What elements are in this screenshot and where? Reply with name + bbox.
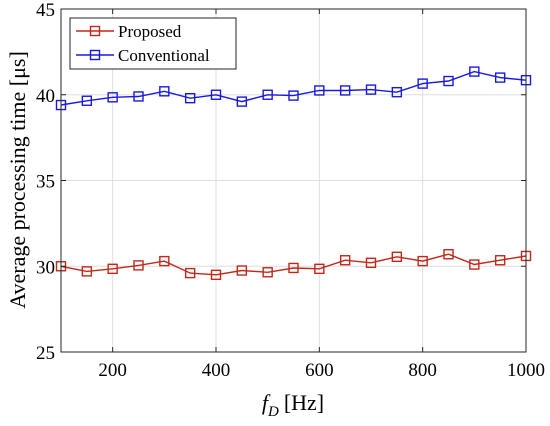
series-line-conventional — [60, 70, 527, 106]
data-point-proposed — [469, 259, 480, 270]
data-point-proposed — [365, 257, 377, 269]
data-point-conventional — [443, 75, 454, 87]
axis-ticks: 200 400 600 800 1000 25 30 35 40 45 — [36, 0, 545, 381]
data-point-proposed — [184, 267, 196, 279]
data-point-proposed — [314, 263, 325, 275]
legend-label-proposed: Proposed — [118, 22, 182, 41]
data-point-proposed — [236, 265, 248, 276]
data-point-proposed — [494, 255, 506, 266]
data-point-conventional — [469, 66, 480, 77]
data-point-proposed — [443, 249, 454, 260]
data-point-proposed — [159, 255, 170, 267]
data-point-conventional — [314, 85, 325, 96]
data-point-conventional — [210, 89, 222, 100]
x-tick-label: 400 — [202, 360, 231, 381]
y-tick-label: 45 — [36, 0, 55, 21]
legend-label-conventional: Conventional — [118, 46, 210, 65]
data-point-proposed — [288, 262, 299, 274]
data-point-conventional — [339, 85, 351, 96]
x-tick-label: 800 — [408, 360, 437, 381]
data-point-proposed — [107, 263, 118, 275]
x-axis-label: fD [Hz] — [262, 390, 324, 420]
data-point-conventional — [184, 92, 196, 104]
series-conventional — [55, 66, 532, 111]
series-proposed — [55, 249, 532, 281]
x-tick-label: 600 — [305, 360, 334, 381]
x-tick-label: 1000 — [507, 360, 545, 381]
data-point-conventional — [365, 84, 377, 95]
plot-series — [55, 66, 532, 281]
data-point-conventional — [133, 91, 144, 102]
legend-marker-conventional — [89, 49, 101, 61]
data-point-conventional — [236, 96, 248, 107]
data-point-conventional — [262, 89, 273, 100]
y-axis-label: Average processing time [μs] — [5, 51, 30, 309]
data-point-proposed — [210, 269, 222, 281]
data-point-conventional — [494, 72, 506, 83]
data-point-proposed — [133, 260, 144, 271]
data-point-proposed — [391, 251, 403, 263]
series-line-proposed — [60, 253, 527, 276]
data-point-conventional — [81, 95, 93, 106]
data-point-conventional — [107, 92, 118, 103]
legend: Proposed Conventional — [69, 17, 237, 70]
x-axis-subscript: D — [267, 404, 279, 420]
x-axis-unit: [Hz] — [284, 390, 324, 415]
data-point-proposed — [339, 255, 351, 266]
legend-marker-proposed — [89, 25, 101, 37]
x-axis-symbol: f — [262, 390, 271, 415]
data-point-proposed — [262, 267, 273, 278]
data-point-proposed — [81, 266, 93, 277]
y-tick-label: 25 — [36, 343, 55, 364]
x-tick-label: 200 — [98, 360, 127, 381]
y-tick-label: 40 — [36, 86, 55, 107]
data-point-conventional — [288, 90, 299, 101]
data-point-conventional — [159, 86, 170, 97]
data-point-conventional — [417, 78, 428, 89]
data-point-proposed — [417, 255, 428, 267]
y-tick-label: 35 — [36, 172, 55, 193]
data-point-conventional — [391, 86, 403, 98]
y-tick-label: 30 — [36, 257, 55, 278]
